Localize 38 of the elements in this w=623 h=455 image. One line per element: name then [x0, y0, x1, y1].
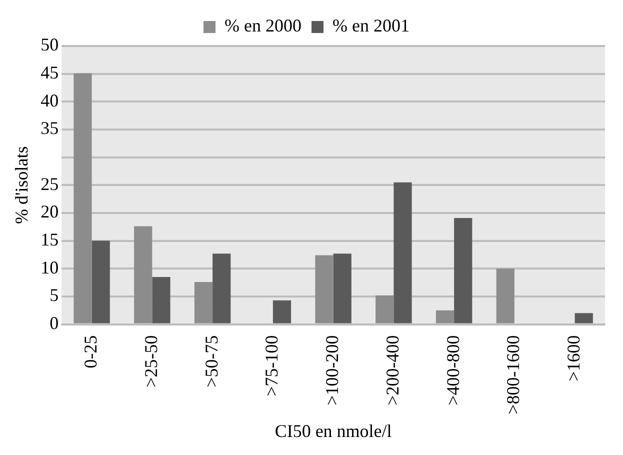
- y-tick-label: 15: [40, 230, 59, 250]
- x-tick-label: >100-200: [322, 335, 342, 406]
- x-axis-title: CI50 en nmole/l: [274, 420, 392, 441]
- bar: [574, 313, 593, 324]
- bar: [74, 73, 92, 324]
- y-axis-title: % d'isolats: [12, 146, 32, 224]
- bar: [394, 182, 412, 324]
- x-tick-label: 0-25: [80, 335, 101, 368]
- bar: [496, 268, 514, 324]
- bar: [454, 218, 472, 324]
- y-tick-label: 35: [40, 118, 59, 138]
- y-tick-label: 10: [40, 257, 59, 278]
- bar: [436, 310, 454, 324]
- bar: [315, 255, 334, 324]
- bar: [92, 240, 110, 324]
- x-tick-label: >1600: [564, 335, 584, 382]
- y-tick-label: 0: [50, 312, 59, 333]
- bar: [212, 254, 231, 324]
- y-tick-label: 45: [40, 62, 59, 83]
- bar: [194, 282, 213, 324]
- x-tick-label: >75-100: [262, 335, 282, 396]
- y-tick-label: 50: [40, 34, 59, 55]
- y-tick-label: 20: [40, 202, 59, 222]
- bar: [134, 226, 152, 324]
- bar: [272, 300, 292, 324]
- x-tick-label: >400-800: [442, 335, 463, 406]
- bar: [333, 254, 352, 324]
- y-tick-label: 40: [40, 90, 59, 110]
- y-tick-label: 25: [40, 174, 59, 194]
- bar: [152, 276, 170, 324]
- legend-label: % en 2001: [332, 16, 410, 36]
- x-tick-label: >800-1600: [503, 335, 524, 414]
- bar: [376, 295, 394, 324]
- x-tick-label: >50-75: [201, 335, 222, 388]
- y-tick-label: 5: [50, 285, 59, 306]
- x-tick-label: >25-50: [140, 335, 161, 388]
- x-tick-label: >200-400: [382, 335, 402, 406]
- legend-label: % en 2000: [224, 16, 302, 36]
